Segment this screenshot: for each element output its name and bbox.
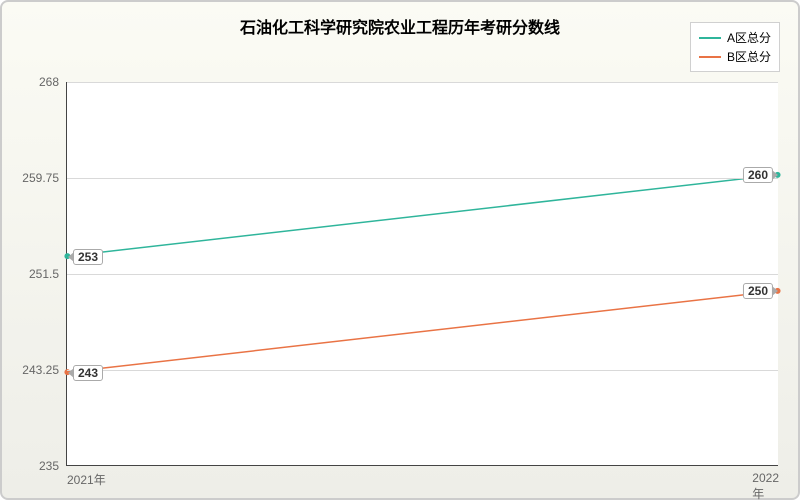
legend: A区总分 B区总分	[690, 22, 780, 72]
legend-label-b: B区总分	[727, 48, 771, 65]
legend-label-a: A区总分	[727, 29, 771, 46]
point-label: 250	[743, 283, 773, 299]
y-tick-label: 235	[39, 459, 67, 473]
legend-item-b: B区总分	[699, 48, 771, 65]
point-label: 253	[73, 249, 103, 265]
x-tick-label: 2022年	[752, 465, 779, 502]
y-tick-label: 243.25	[22, 363, 67, 377]
chart-container: 石油化工科学研究院农业工程历年考研分数线 A区总分 B区总分 235 243.25…	[0, 0, 800, 500]
y-tick-label: 268	[39, 75, 67, 89]
gridline	[67, 370, 778, 371]
y-tick-label: 259.75	[22, 171, 67, 185]
y-tick-label: 251.5	[29, 267, 67, 281]
gridline	[67, 82, 778, 83]
series-line	[67, 175, 777, 256]
point-label: 260	[743, 167, 773, 183]
legend-swatch-b	[699, 56, 721, 58]
chart-title: 石油化工科学研究院农业工程历年考研分数线	[240, 14, 560, 38]
legend-swatch-a	[699, 37, 721, 39]
point-label: 243	[73, 365, 103, 381]
x-tick-label: 2021年	[67, 465, 106, 488]
series-line	[67, 291, 777, 372]
gridline	[67, 178, 778, 179]
plot-area: 235243.25251.5259.752682021年2022年2532602…	[66, 82, 778, 466]
gridline	[67, 274, 778, 275]
legend-item-a: A区总分	[699, 29, 771, 46]
